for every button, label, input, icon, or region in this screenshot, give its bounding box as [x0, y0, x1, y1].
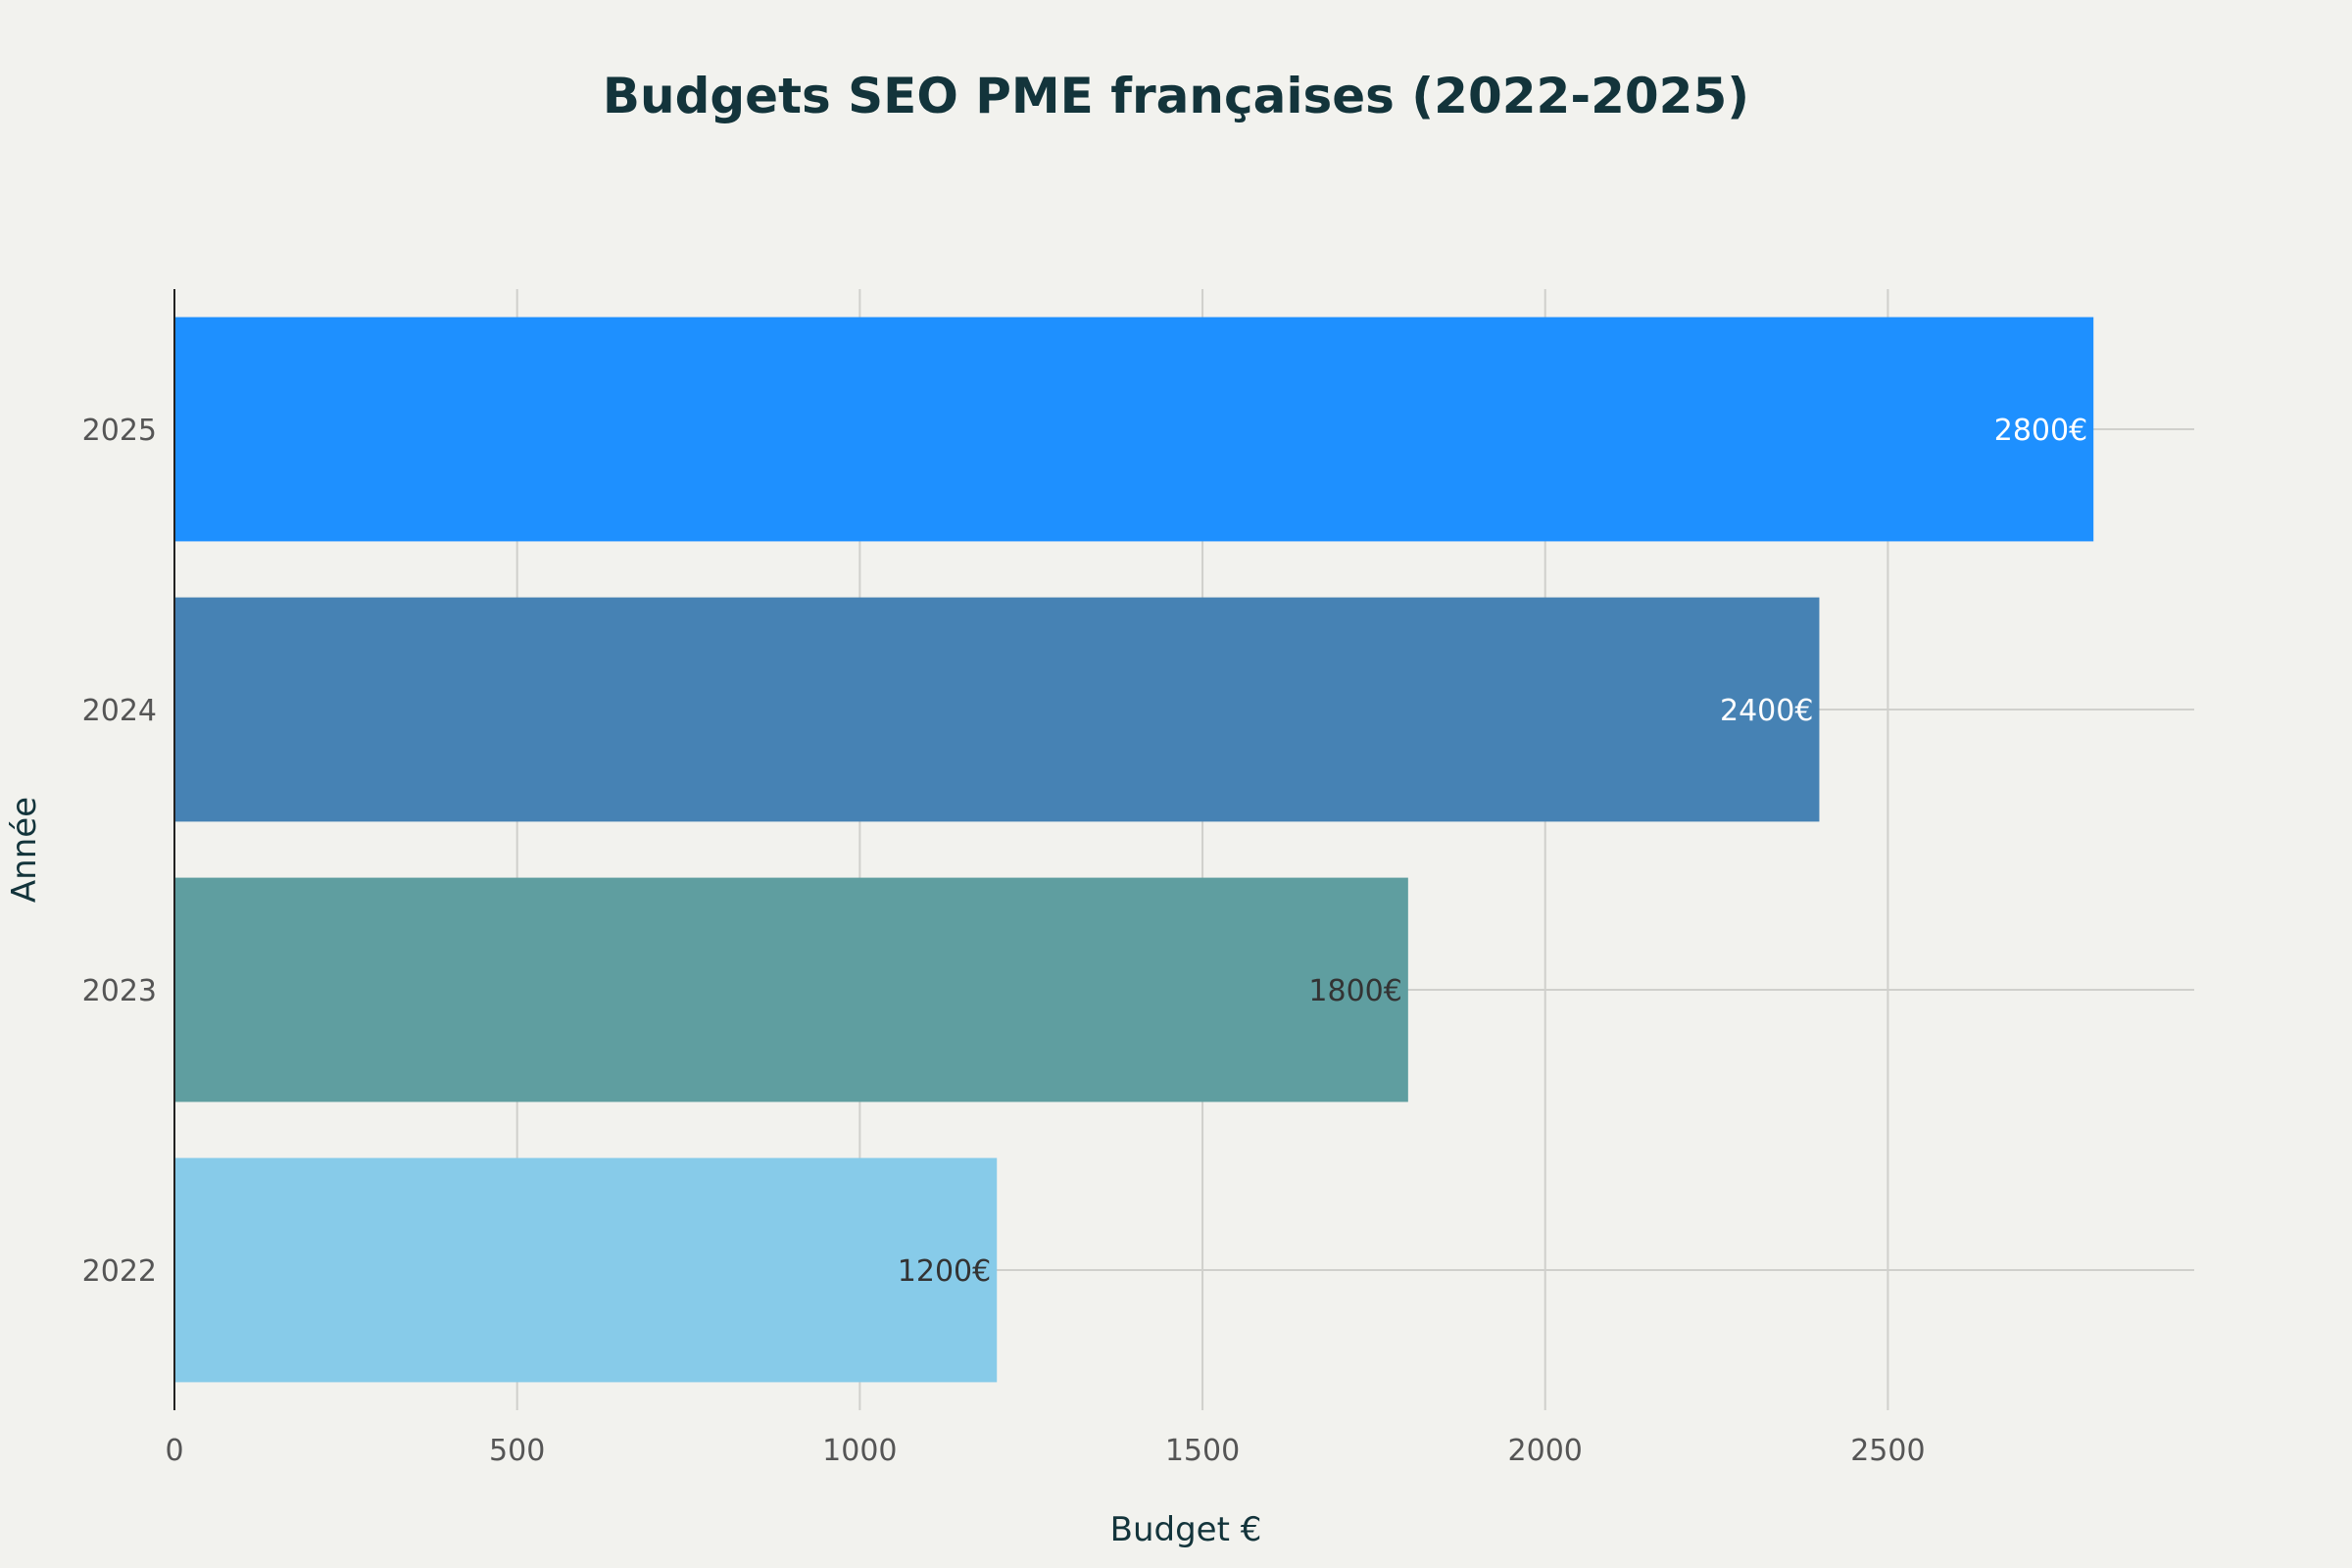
- data-label-2024: 2400€: [1720, 694, 1813, 728]
- bar-2022: [174, 1157, 998, 1383]
- y-tick-label: 2024: [82, 694, 157, 728]
- x-tick-label: 2000: [1508, 1434, 1583, 1468]
- x-tick-label: 2500: [1850, 1434, 1925, 1468]
- x-tick-label: 1500: [1165, 1434, 1240, 1468]
- bar-2023: [174, 877, 1408, 1102]
- data-label-2022: 1200€: [898, 1254, 991, 1289]
- y-axis-title: Année: [5, 797, 44, 903]
- y-tick-label: 2023: [82, 974, 157, 1008]
- x-axis-title: Budget €: [1110, 1510, 1262, 1549]
- y-tick-labels: 2022 2023 2024 2025: [82, 414, 157, 1289]
- bars: 1200€ 1800€ 2400€ 2800€: [174, 317, 2094, 1383]
- x-tick-label: 1000: [822, 1434, 897, 1468]
- x-tick-labels: 0 500 1000 1500 2000 2500: [165, 1434, 1925, 1468]
- bar-2025: [174, 317, 2094, 542]
- y-tick-label: 2022: [82, 1254, 157, 1289]
- y-tick-label: 2025: [82, 414, 157, 448]
- x-tick-label: 500: [489, 1434, 545, 1468]
- x-tick-label: 0: [165, 1434, 183, 1468]
- bar-2024: [174, 597, 1820, 822]
- data-label-2023: 1800€: [1308, 974, 1401, 1008]
- chart-title: Budgets SEO PME françaises (2022-2025): [603, 68, 1749, 124]
- data-label-2025: 2800€: [1994, 414, 2087, 448]
